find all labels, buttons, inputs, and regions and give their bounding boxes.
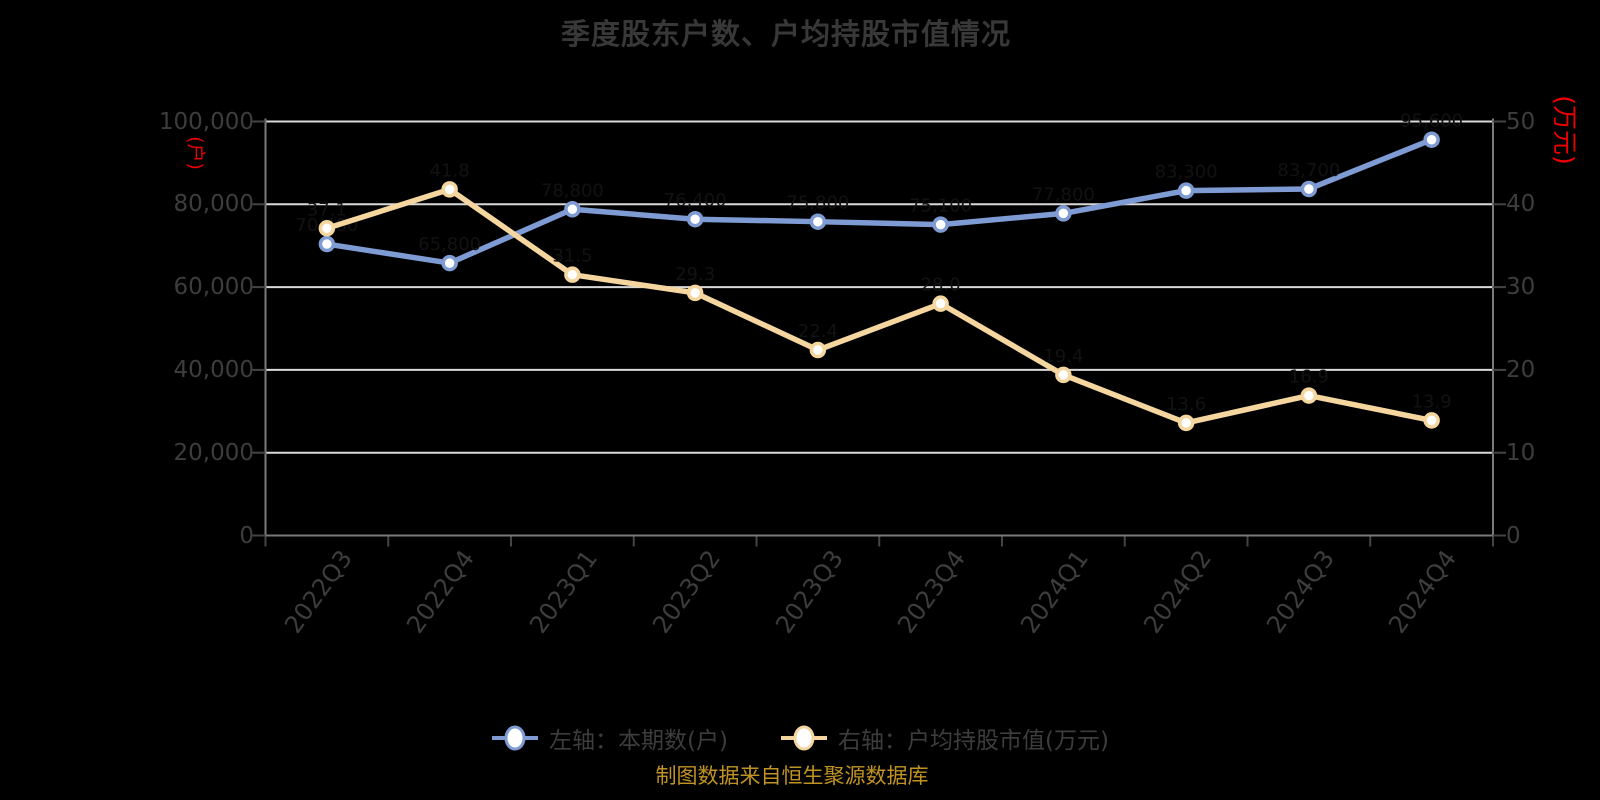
y-axis-label-right: 30 xyxy=(1506,274,1536,301)
point-value-label: 95,600 xyxy=(1400,111,1463,132)
y-axis-label-left: 40,000 xyxy=(173,356,254,383)
data-point-marker xyxy=(1300,180,1318,198)
point-value-label: 75,800 xyxy=(786,193,849,214)
point-value-label: 13.6 xyxy=(1166,394,1206,415)
point-value-label: 83,300 xyxy=(1155,162,1218,183)
y-axis-label-right: 50 xyxy=(1506,108,1536,135)
y-axis-label-left: 80,000 xyxy=(173,191,254,218)
point-value-label: 22.4 xyxy=(798,321,838,342)
point-value-label: 75,100 xyxy=(909,196,972,217)
data-point-marker xyxy=(1423,131,1440,148)
point-value-label: 77,800 xyxy=(1032,184,1095,205)
point-value-label: 19.4 xyxy=(1043,346,1083,367)
data-point-marker xyxy=(686,210,704,228)
data-point-marker xyxy=(1055,366,1072,384)
point-value-label: 65,800 xyxy=(418,234,481,255)
y-axis-label-left: 100,000 xyxy=(158,108,254,135)
data-point-marker xyxy=(564,266,581,283)
y-axis-label-left: 60,000 xyxy=(173,274,254,301)
data-point-marker xyxy=(809,213,827,230)
point-value-label: 28.0 xyxy=(921,275,961,296)
data-point-marker xyxy=(686,284,704,302)
data-point-marker xyxy=(318,235,336,253)
point-value-label: 76,400 xyxy=(664,190,727,211)
point-value-label: 78,800 xyxy=(541,180,604,201)
line-marker-icon xyxy=(492,725,539,751)
data-point-marker xyxy=(1177,414,1195,432)
y-axis-label-left: 20,000 xyxy=(173,439,254,466)
data-point-marker xyxy=(1300,387,1318,404)
data-point-marker xyxy=(318,220,336,237)
point-value-label: 13.9 xyxy=(1412,391,1452,412)
y-axis-label-right: 40 xyxy=(1506,191,1536,218)
point-value-label: 83,700 xyxy=(1277,160,1340,181)
data-point-marker xyxy=(564,201,581,218)
point-value-label: 29.3 xyxy=(675,264,715,285)
data-source-note: 制图数据来自恒生聚源数据库 xyxy=(655,764,929,788)
point-value-label: 37.1 xyxy=(307,199,347,220)
legend-item-market-value[interactable]: 右轴：户均持股市值(万元) xyxy=(780,721,1109,755)
y-axis-label-right: 10 xyxy=(1506,439,1536,466)
data-point-marker xyxy=(441,181,458,198)
series-line-yellow xyxy=(324,186,1435,426)
series-line-blue xyxy=(324,136,1435,266)
data-point-marker xyxy=(1177,182,1195,199)
data-point-marker xyxy=(932,216,949,233)
data-point-marker xyxy=(932,295,949,312)
point-value-label: 16.9 xyxy=(1289,367,1329,388)
y-axis-label-right: 20 xyxy=(1506,356,1536,383)
legend: 左轴：本期数(户) 右轴：户均持股市值(万元) xyxy=(0,721,1600,755)
y-axis-label-left: 0 xyxy=(239,522,254,549)
data-point-marker xyxy=(1423,412,1440,429)
legend-label-right-series: 右轴：户均持股市值(万元) xyxy=(838,728,1109,754)
data-point-marker xyxy=(441,254,458,272)
chart-title: 季度股东户数、户均持股市值情况 xyxy=(560,17,1011,51)
data-point-marker xyxy=(809,341,827,359)
point-value-label: 31.5 xyxy=(552,246,592,267)
legend-label-left-series: 左轴：本期数(户) xyxy=(549,728,728,754)
point-value-label: 41.8 xyxy=(430,160,470,181)
line-marker-icon xyxy=(781,725,827,751)
y-axis-label-right: 0 xyxy=(1506,522,1521,549)
legend-item-shareholder-count[interactable]: 左轴：本期数(户) xyxy=(491,721,728,755)
data-point-marker xyxy=(1055,205,1072,222)
